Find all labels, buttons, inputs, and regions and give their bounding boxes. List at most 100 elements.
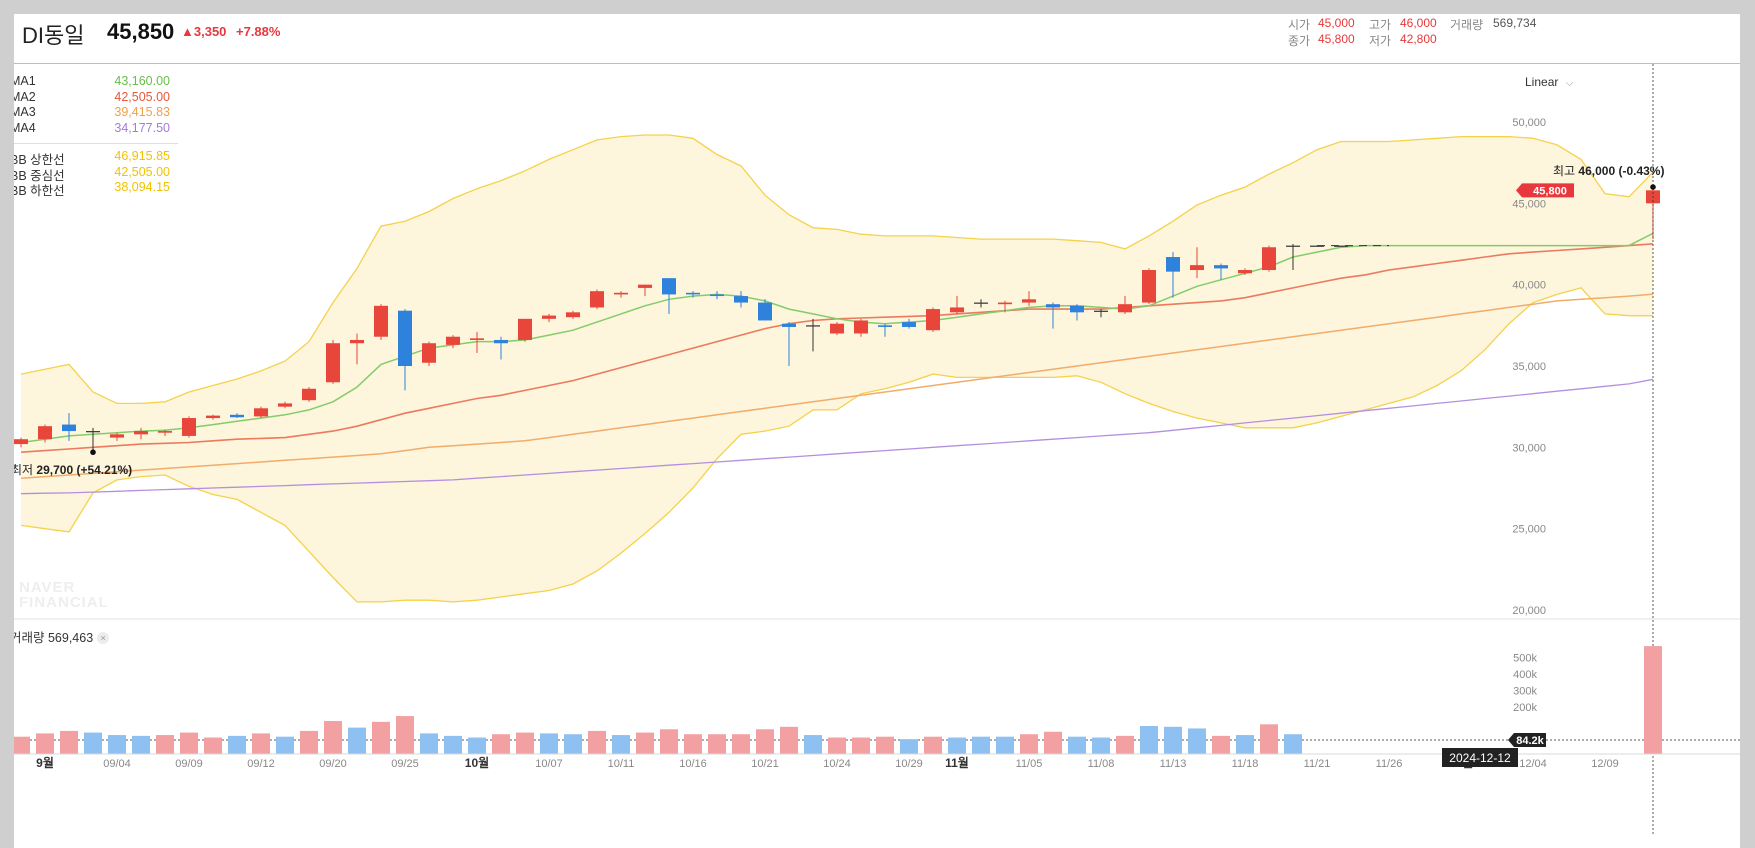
candle-body [14, 439, 28, 445]
legend-label: BB 중심선 [14, 169, 65, 183]
close-value: 45,800 [1318, 32, 1355, 46]
candle-body [782, 323, 796, 327]
date-tick-label: 12/09 [1591, 758, 1619, 770]
volume-bar [588, 730, 606, 754]
volume-bar [1212, 735, 1230, 754]
candle-body [1094, 310, 1108, 312]
naver-financial-watermark: NAVER FINANCIAL [19, 580, 109, 610]
volume-bar [1644, 646, 1662, 754]
volume-bar [804, 735, 822, 754]
candle-body [590, 291, 604, 308]
candle-body [182, 418, 196, 436]
candle-body [206, 415, 220, 419]
volume-bar [300, 730, 318, 754]
ma4-line [20, 378, 1654, 495]
candle-body [1142, 270, 1156, 303]
legend-value: 42,505.00 [114, 165, 170, 179]
legend-label: MA1 [14, 74, 36, 88]
candle-body [758, 302, 772, 321]
volume-tick-label: 300k [1513, 686, 1537, 698]
crosshair-date-label: 2024-12-12 [1449, 751, 1511, 765]
volume-bar [180, 732, 198, 754]
candle-body [1214, 265, 1228, 269]
candle-body [518, 318, 532, 340]
date-tick-label: 10/16 [679, 758, 707, 770]
volume-bar [1236, 735, 1254, 754]
volume-bar [540, 733, 558, 754]
candle-body [326, 343, 340, 383]
volume-bar [1140, 725, 1158, 754]
volume-bar [324, 721, 342, 754]
legend-label: BB 상한선 [14, 153, 65, 167]
candle-body [830, 323, 844, 334]
candle-body [734, 296, 748, 303]
candle-body [350, 339, 364, 344]
volume-tag-bg [1508, 733, 1546, 747]
candle-body [86, 431, 100, 433]
legend-label: MA3 [14, 105, 36, 119]
date-tick-label: 9월 [36, 755, 54, 770]
candle-body [302, 388, 316, 401]
candle-body [686, 292, 700, 295]
open-label: 시가 [1288, 18, 1311, 32]
close-icon[interactable]: × [97, 632, 110, 644]
date-tick-label: 09/09 [175, 758, 203, 770]
volume-bar [396, 716, 414, 754]
legend-value: 42,505.00 [114, 90, 170, 104]
volume-bar [780, 726, 798, 754]
volume-bar [708, 734, 726, 754]
volume-bar [1044, 731, 1062, 754]
volume-tick-label: 500k [1513, 653, 1537, 665]
volume-bar [372, 721, 390, 754]
close-label: 종가 [1288, 34, 1311, 48]
candle-body [1190, 265, 1204, 271]
date-tick-label: 11월 [945, 755, 969, 770]
date-tick-label: 10/21 [751, 758, 779, 770]
bb-upper-line [20, 134, 1654, 405]
high-annotation: 최고 46,000 (-0.43%) [1553, 164, 1664, 178]
price-change: ▲3,350 [181, 24, 227, 39]
legend-value: 46,915.85 [114, 149, 170, 163]
scale-toggle[interactable]: Linear ⌵ [1525, 75, 1573, 89]
volume-bar [1020, 734, 1038, 754]
volume-bar [348, 727, 366, 754]
low-label: 저가 [1369, 34, 1392, 48]
candle-body [1166, 257, 1180, 272]
price-tag-label: 45,800 [1533, 185, 1567, 197]
date-tick-label: 10/07 [535, 758, 563, 770]
volume-bar [228, 735, 246, 754]
volume-tick-label: 200k [1513, 702, 1537, 714]
candle-body [230, 414, 244, 418]
volume-bar [612, 735, 630, 754]
date-tick-label: 11/26 [1376, 758, 1403, 770]
volume-bar [468, 737, 486, 754]
volume-bar [636, 732, 654, 754]
open-value: 45,000 [1318, 16, 1355, 30]
legend-label: BB 하한선 [14, 184, 65, 198]
candle-body [614, 292, 628, 295]
scale-toggle-label: Linear [1525, 75, 1559, 89]
volume-bar [1092, 737, 1110, 754]
volume-bar [948, 737, 966, 754]
candle-body [1238, 270, 1252, 274]
legend-value: 43,160.00 [114, 74, 170, 88]
volume-bar [660, 729, 678, 754]
date-tick-label: 11/08 [1088, 758, 1115, 770]
candle-body [1286, 245, 1300, 247]
candle-body [110, 434, 124, 438]
date-tick-label: 11/05 [1016, 758, 1043, 770]
volume-bar [156, 735, 174, 754]
date-tick-label: 10월 [465, 755, 489, 770]
volume-bar [900, 739, 918, 754]
price-tick-label: 25,000 [1512, 524, 1546, 536]
stock-header: DI동일 45,850 ▲3,350 +7.88% 시가 45,000 고가 4… [14, 14, 1740, 64]
volume-bar [1164, 726, 1182, 754]
date-tick-label: 09/12 [247, 758, 275, 770]
price-change-percent: +7.88% [236, 24, 281, 39]
volume-bar [924, 736, 942, 754]
legend-label: MA4 [14, 121, 36, 135]
price-tick-label: 50,000 [1512, 117, 1546, 129]
legend-divider [14, 143, 178, 144]
legend-label: MA2 [14, 90, 36, 104]
candle-body [1046, 304, 1060, 308]
